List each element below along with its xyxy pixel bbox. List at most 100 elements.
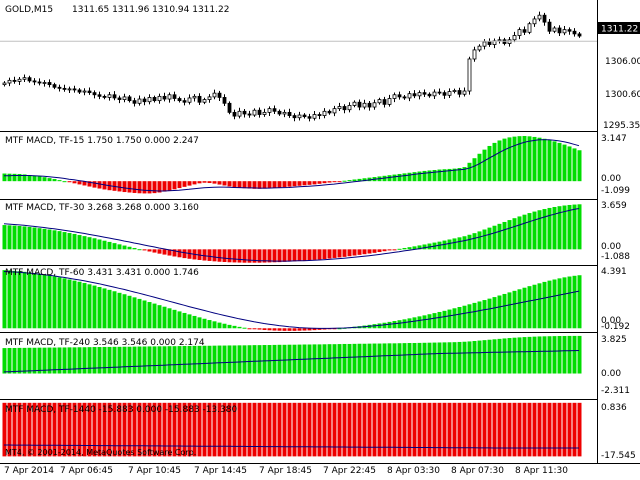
macd-histogram-bar <box>97 239 102 250</box>
macd-histogram-bar <box>102 346 107 374</box>
macd-histogram-bar <box>577 150 582 182</box>
macd-histogram-bar <box>422 342 427 374</box>
macd-histogram-bar <box>177 402 182 457</box>
candle-body <box>312 114 317 119</box>
macd-histogram-bar <box>417 171 422 182</box>
macd-histogram-bar <box>172 249 177 257</box>
macd-histogram-bar <box>262 402 267 457</box>
macd-histogram-bar <box>242 181 247 189</box>
candle-body <box>372 102 377 108</box>
macd-histogram-bar <box>477 340 482 374</box>
candle-body <box>12 79 17 82</box>
macd-histogram-bar <box>537 336 542 374</box>
macd-histogram-bar <box>182 345 187 374</box>
macd-histogram-bar <box>202 345 207 374</box>
macd-histogram-bar <box>302 181 307 186</box>
candle-body <box>222 97 227 104</box>
candle-body <box>567 29 572 32</box>
macd-histogram-bar <box>542 209 547 250</box>
candle-body <box>522 29 527 33</box>
macd-tick-label: 4.391 <box>601 267 627 277</box>
macd-pane-label: MTF MACD, TF-1440 -15.883 0.000 -15.883 … <box>5 405 238 415</box>
macd-histogram-bar <box>487 145 492 182</box>
macd-histogram-bar <box>512 402 517 457</box>
macd-histogram-bar <box>127 246 132 250</box>
time-axis-label: 8 Apr 07:30 <box>451 466 504 476</box>
candle-body <box>217 92 222 98</box>
macd-histogram-bar <box>117 292 122 329</box>
macd-histogram-bar <box>127 295 132 329</box>
candle-body <box>447 91 452 96</box>
candle-body <box>22 77 27 80</box>
macd-histogram-bar <box>477 402 482 457</box>
candle-body <box>227 102 232 113</box>
macd-histogram-bar <box>507 137 512 182</box>
macd-histogram-bar <box>22 226 27 250</box>
macd-histogram-bar <box>352 343 357 374</box>
candle-body <box>87 90 92 94</box>
macd-histogram-bar <box>502 402 507 457</box>
macd-histogram-bar <box>122 294 127 329</box>
macd-histogram-bar <box>457 341 462 374</box>
macd-histogram-bar <box>227 324 232 329</box>
macd-histogram-bar <box>252 402 257 457</box>
macd-histogram-bar <box>452 238 457 250</box>
macd-histogram-bar <box>132 297 137 329</box>
macd-histogram-bar <box>337 344 342 374</box>
macd-histogram-bar <box>347 249 352 257</box>
macd-histogram-bar <box>377 402 382 457</box>
candle-body <box>82 90 87 93</box>
macd-histogram-bar <box>222 323 227 329</box>
macd-histogram-bar <box>462 402 467 457</box>
macd-histogram-bar <box>542 402 547 457</box>
macd-histogram-bar <box>462 236 467 250</box>
candle-body <box>407 93 412 99</box>
macd-histogram-bar <box>477 231 482 250</box>
candle-body <box>237 110 242 117</box>
pane-frames <box>0 0 640 464</box>
macd-histogram-bar <box>37 228 42 250</box>
macd-histogram-bar <box>467 341 472 374</box>
macd-histogram-bar <box>382 322 387 329</box>
time-axis-label: 7 Apr 14:45 <box>194 466 247 476</box>
macd-histogram-bar <box>82 236 87 250</box>
macd-histogram-bar <box>307 328 312 331</box>
macd-histogram-bar <box>102 288 107 329</box>
macd-histogram-bar <box>422 244 427 250</box>
macd-histogram-bar <box>147 346 152 374</box>
macd-histogram-bar <box>412 317 417 329</box>
candle-body <box>62 87 67 90</box>
macd-histogram-bar <box>407 343 412 374</box>
macd-histogram-bar <box>42 177 47 182</box>
macd-histogram-bar <box>372 249 377 253</box>
macd-histogram-bar <box>417 402 422 457</box>
macd-histogram-bar <box>482 402 487 457</box>
macd-histogram-bar <box>52 230 57 250</box>
macd-histogram-bar <box>62 181 67 183</box>
macd-histogram-bar <box>212 402 217 457</box>
macd-histogram-bar <box>572 204 577 250</box>
macd-histogram-bar <box>132 181 137 193</box>
candle-body <box>132 100 137 104</box>
candle-body <box>67 88 72 91</box>
macd-histogram-bar <box>172 181 177 190</box>
time-axis-label: 7 Apr 18:45 <box>259 466 312 476</box>
macd-histogram-bar <box>97 181 102 189</box>
macd-histogram-bar <box>217 322 222 329</box>
macd-histogram-bar <box>107 346 112 374</box>
macd-histogram-bar <box>392 343 397 374</box>
macd-histogram-bar <box>252 328 257 330</box>
macd-histogram-bar <box>437 169 442 182</box>
macd-histogram-bar <box>492 225 497 250</box>
macd-histogram-bar <box>487 402 492 457</box>
current-price-tag <box>598 22 640 34</box>
macd-tick-label: 3.147 <box>601 134 627 144</box>
candle-body <box>257 109 262 115</box>
macd-tick-label: -0.192 <box>601 322 630 332</box>
macd-histogram-bar <box>67 279 72 329</box>
candle-body <box>282 111 287 115</box>
macd-histogram-bar <box>167 402 172 457</box>
macd-histogram-bar <box>492 402 497 457</box>
